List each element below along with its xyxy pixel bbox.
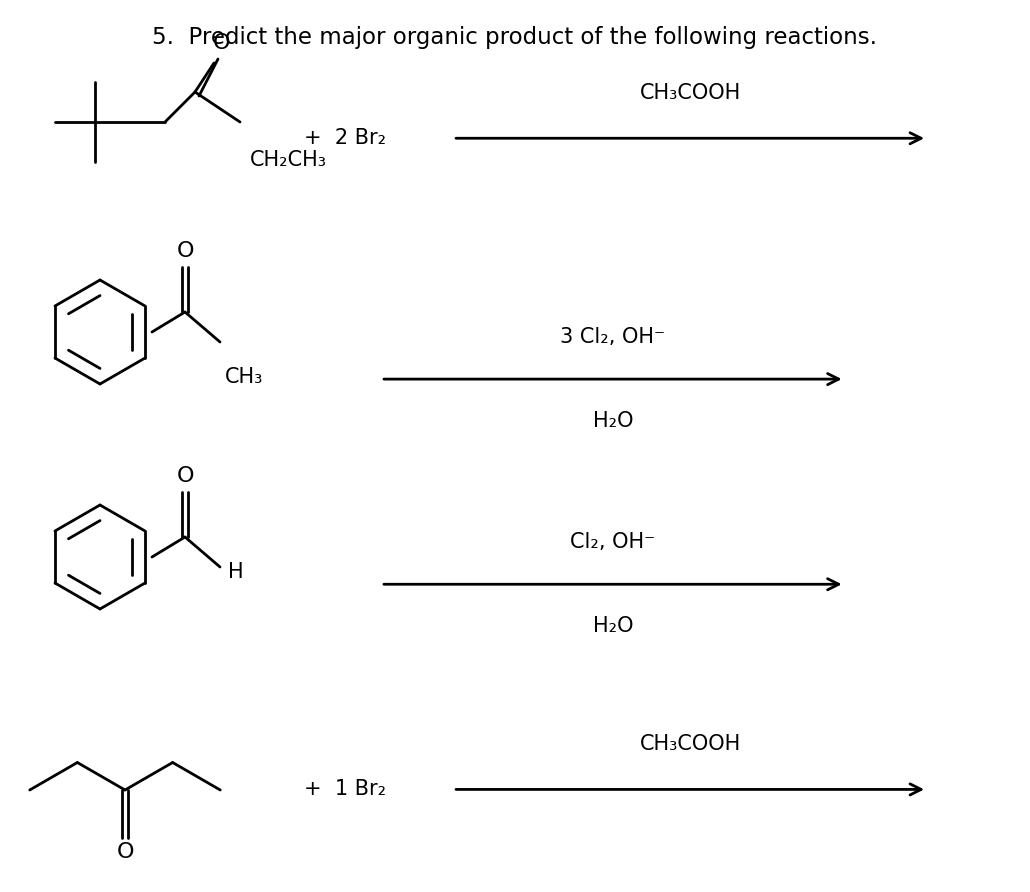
- Text: O: O: [176, 241, 194, 261]
- Text: O: O: [213, 33, 231, 53]
- Text: O: O: [176, 466, 194, 486]
- Text: 5.  Predict the major organic product of the following reactions.: 5. Predict the major organic product of …: [152, 26, 878, 49]
- Text: O: O: [116, 842, 134, 862]
- Text: H₂O: H₂O: [592, 616, 633, 636]
- Text: CH₃COOH: CH₃COOH: [640, 734, 741, 754]
- Text: 3 Cl₂, OH⁻: 3 Cl₂, OH⁻: [560, 327, 665, 347]
- Text: CH₂CH₃: CH₂CH₃: [250, 150, 327, 170]
- Text: H: H: [228, 562, 244, 582]
- Text: Cl₂, OH⁻: Cl₂, OH⁻: [571, 533, 655, 552]
- Text: +  1 Br₂: + 1 Br₂: [304, 780, 386, 799]
- Text: H₂O: H₂O: [592, 411, 633, 431]
- Text: CH₃COOH: CH₃COOH: [640, 83, 741, 103]
- Text: +  2 Br₂: + 2 Br₂: [304, 128, 386, 148]
- Text: CH₃: CH₃: [225, 367, 264, 387]
